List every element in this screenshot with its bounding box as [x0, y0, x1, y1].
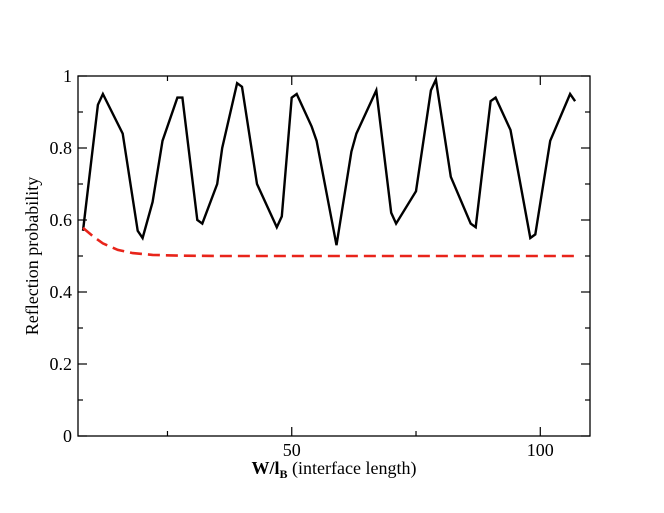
- y-tick-label-2: 0.4: [50, 282, 73, 302]
- y-tick-label-1: 0.2: [50, 354, 73, 374]
- x-axis-title-main: W/l: [252, 458, 280, 478]
- series-line-oscillating: [81, 75, 577, 246]
- y-tick-label-3: 0.6: [50, 210, 73, 230]
- y-tick-label-4: 0.8: [50, 138, 73, 158]
- x-axis-title: W/lB (interface length): [252, 458, 417, 481]
- series-group: [81, 75, 577, 258]
- x-tick-label-1: 100: [527, 440, 554, 460]
- y-tick-label-0: 0: [63, 426, 72, 446]
- series-line-asymptotic: [82, 226, 576, 258]
- x-axis-title-rest: (interface length): [288, 458, 417, 479]
- y-tick-label-5: 1: [63, 66, 72, 86]
- x-axis-title-sub: B: [280, 467, 288, 481]
- x-tick-label-0: 50: [283, 440, 301, 460]
- y-axis-title: Reflection probability: [22, 177, 42, 335]
- axis-ticks: 50 100 0 0.2 0.4 0.6 0.8 1: [50, 66, 590, 460]
